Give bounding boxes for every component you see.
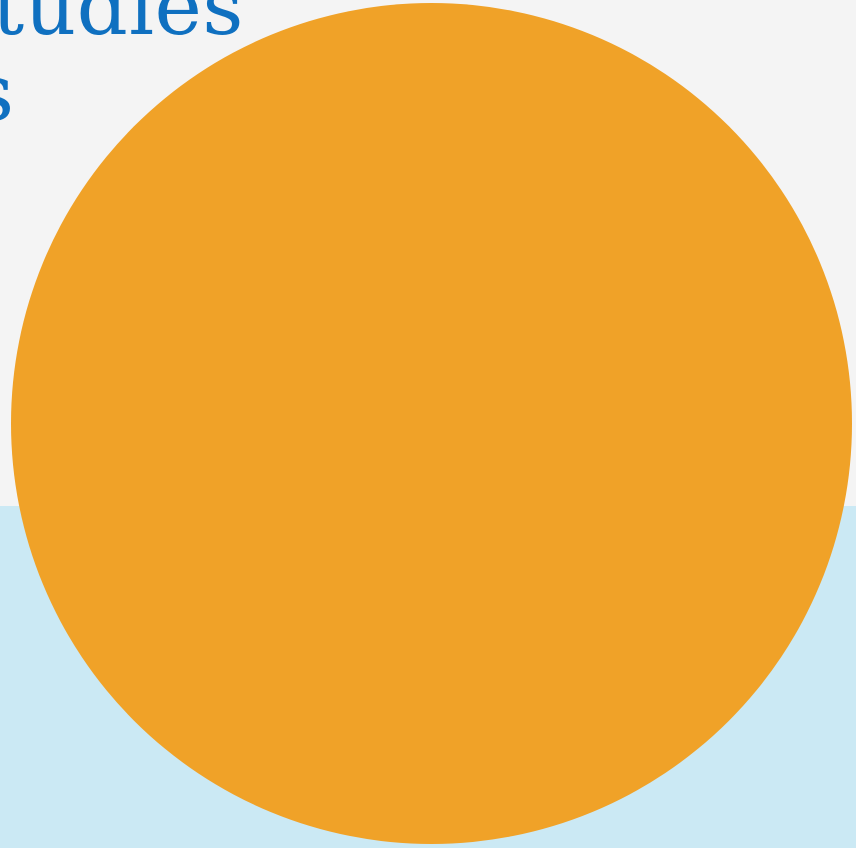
heading-line-1: tudies: [0, 0, 244, 53]
heading-line-2: s: [0, 50, 244, 136]
decorative-circle: [11, 3, 852, 844]
page-heading: tudies s: [0, 0, 244, 136]
